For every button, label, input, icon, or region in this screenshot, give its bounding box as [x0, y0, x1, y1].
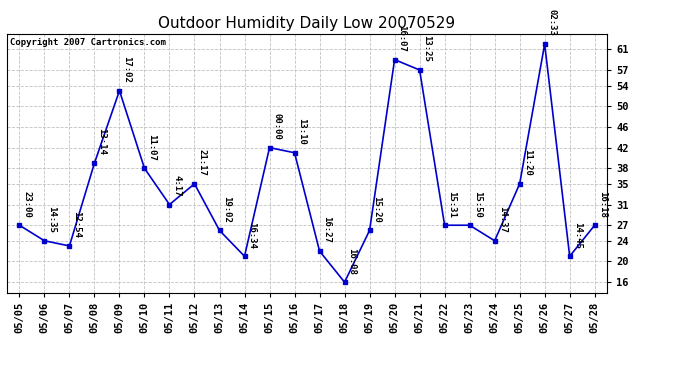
Title: Outdoor Humidity Daily Low 20070529: Outdoor Humidity Daily Low 20070529: [159, 16, 455, 31]
Text: 15:20: 15:20: [373, 196, 382, 223]
Text: Copyright 2007 Cartronics.com: Copyright 2007 Cartronics.com: [10, 38, 166, 46]
Text: 16:18: 16:18: [598, 190, 607, 217]
Text: 00:00: 00:00: [273, 113, 282, 140]
Text: 14:45: 14:45: [573, 222, 582, 249]
Text: 17:02: 17:02: [122, 56, 132, 83]
Text: 11:20: 11:20: [522, 149, 532, 176]
Text: 11:07: 11:07: [148, 134, 157, 160]
Text: 21:17: 21:17: [197, 149, 206, 176]
Text: 14:35: 14:35: [48, 206, 57, 233]
Text: 16:34: 16:34: [248, 222, 257, 249]
Text: 16:08: 16:08: [348, 248, 357, 274]
Text: 23:00: 23:00: [22, 190, 32, 217]
Text: 15:31: 15:31: [448, 190, 457, 217]
Text: 13:14: 13:14: [97, 129, 106, 155]
Text: 19:02: 19:02: [222, 196, 232, 223]
Text: 16:07: 16:07: [397, 25, 406, 52]
Text: 14:37: 14:37: [497, 206, 506, 233]
Text: 16:27: 16:27: [322, 216, 332, 243]
Text: 13:25: 13:25: [422, 35, 432, 62]
Text: 4:17: 4:17: [172, 175, 181, 197]
Text: 15:50: 15:50: [473, 190, 482, 217]
Text: 02:33: 02:33: [548, 9, 557, 36]
Text: 13:10: 13:10: [297, 118, 306, 145]
Text: 12:54: 12:54: [72, 211, 81, 238]
